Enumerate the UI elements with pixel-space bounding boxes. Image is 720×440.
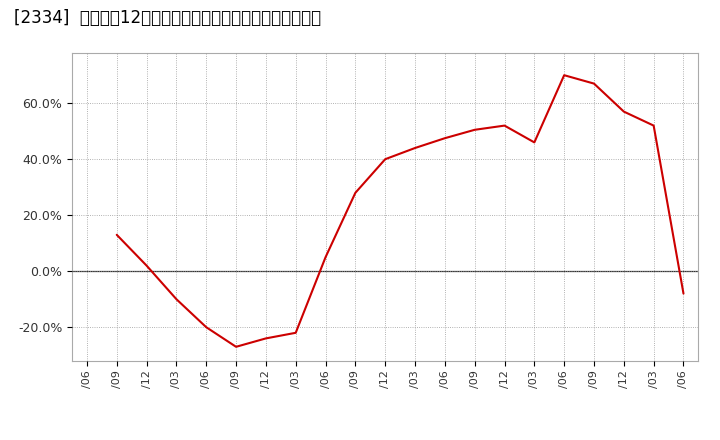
Text: [2334]  売上高の12か月移動合計の対前年同期増減率の推移: [2334] 売上高の12か月移動合計の対前年同期増減率の推移 [14,9,322,27]
